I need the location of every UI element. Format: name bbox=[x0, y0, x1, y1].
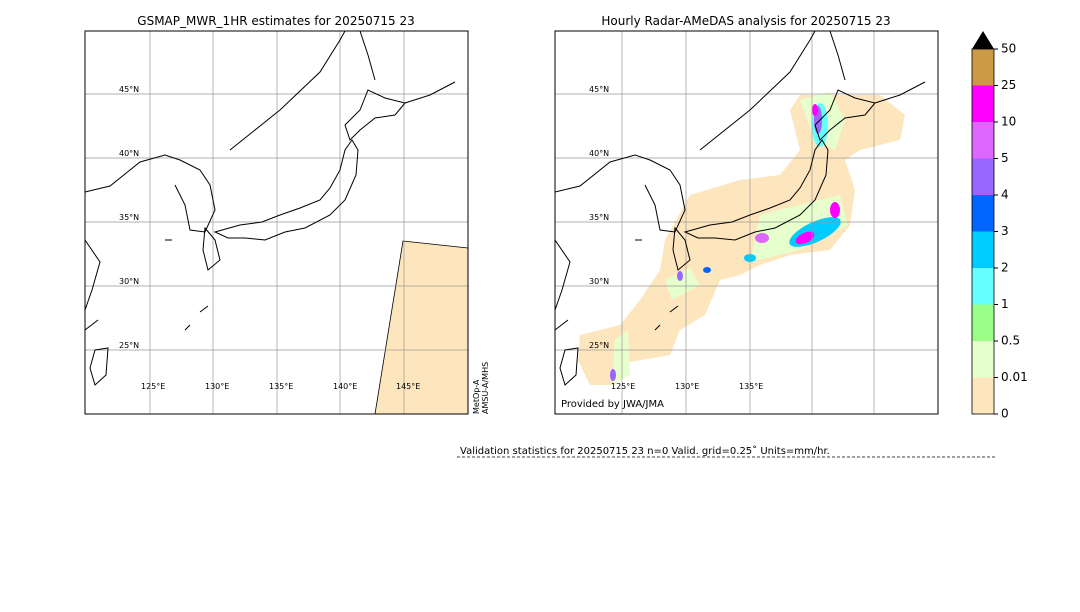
lon-label: 135°E bbox=[739, 382, 763, 391]
colorbar-segment bbox=[972, 85, 994, 122]
panel-title: GSMAP_MWR_1HR estimates for 20250715 23 bbox=[137, 14, 414, 28]
rain-cell bbox=[830, 202, 840, 218]
lon-label: 130°E bbox=[205, 382, 229, 391]
colorbar-segment bbox=[972, 49, 994, 86]
lat-label: 35°N bbox=[589, 213, 609, 222]
lat-label: 40°N bbox=[119, 149, 139, 158]
rain-cell bbox=[677, 271, 683, 281]
colorbar-label: 0 bbox=[1001, 407, 1009, 421]
colorbar-label: 4 bbox=[1001, 188, 1009, 202]
colorbar-label: 2 bbox=[1001, 261, 1009, 275]
rain-area bbox=[374, 240, 468, 414]
colorbar-segment bbox=[972, 158, 994, 195]
lon-label: 135°E bbox=[269, 382, 293, 391]
rain-cell bbox=[795, 231, 815, 245]
validation-text: Validation statistics for 20250715 23 n=… bbox=[460, 445, 830, 457]
rain-cell bbox=[703, 267, 711, 273]
colorbar-segment bbox=[972, 122, 994, 159]
colorbar-label: 5 bbox=[1001, 151, 1009, 165]
colorbar-segment bbox=[972, 195, 994, 232]
lat-label: 45°N bbox=[119, 85, 139, 94]
rain-cell bbox=[812, 104, 818, 116]
satellite-label: AMSU-A/MHS bbox=[481, 362, 490, 414]
colorbar-label: 10 bbox=[1001, 115, 1016, 129]
rain-cell bbox=[610, 369, 616, 381]
satellite-label: MetOp-A bbox=[472, 379, 481, 414]
colorbar-label: 50 bbox=[1001, 42, 1016, 56]
colorbar-segment bbox=[972, 231, 994, 268]
lat-label: 35°N bbox=[119, 213, 139, 222]
lat-label: 30°N bbox=[589, 277, 609, 286]
lat-label: 45°N bbox=[589, 85, 609, 94]
grid bbox=[555, 31, 938, 414]
colorbar-segment bbox=[972, 304, 994, 341]
colorbar-extension bbox=[972, 31, 994, 49]
lon-label: 125°E bbox=[611, 382, 635, 391]
lat-label: 25°N bbox=[589, 341, 609, 350]
lat-label: 30°N bbox=[119, 277, 139, 286]
colorbar-label: 1 bbox=[1001, 297, 1009, 311]
map-border bbox=[554, 30, 939, 415]
rain-area bbox=[578, 95, 905, 385]
lon-label: 130°E bbox=[675, 382, 699, 391]
map-border bbox=[84, 30, 469, 415]
credit: Provided by JWA/JMA bbox=[561, 399, 664, 410]
colorbar: 0 0.01 0.5 1 2 3 4 5 10 25 50 bbox=[971, 31, 1028, 421]
panel-title: Hourly Radar-AMeDAS analysis for 2025071… bbox=[601, 14, 890, 28]
left-map: GSMAP_MWR_1HR estimates for 20250715 23 … bbox=[84, 14, 490, 415]
lon-label: 140°E bbox=[333, 382, 357, 391]
colorbar-label: 25 bbox=[1001, 78, 1016, 92]
colorbar-label: 0.5 bbox=[1001, 334, 1020, 348]
grid bbox=[85, 31, 468, 414]
lat-label: 25°N bbox=[119, 341, 139, 350]
colorbar-label: 0.01 bbox=[1001, 370, 1028, 384]
colorbar-segment bbox=[972, 341, 994, 378]
colorbar-label: 3 bbox=[1001, 224, 1009, 238]
rain-cell bbox=[755, 233, 769, 243]
right-map: Hourly Radar-AMeDAS analysis for 2025071… bbox=[554, 14, 939, 415]
lat-label: 40°N bbox=[589, 149, 609, 158]
lon-label: 125°E bbox=[141, 382, 165, 391]
colorbar-segment bbox=[972, 377, 994, 414]
colorbar-segment bbox=[972, 268, 994, 305]
lon-label: 145°E bbox=[396, 382, 420, 391]
